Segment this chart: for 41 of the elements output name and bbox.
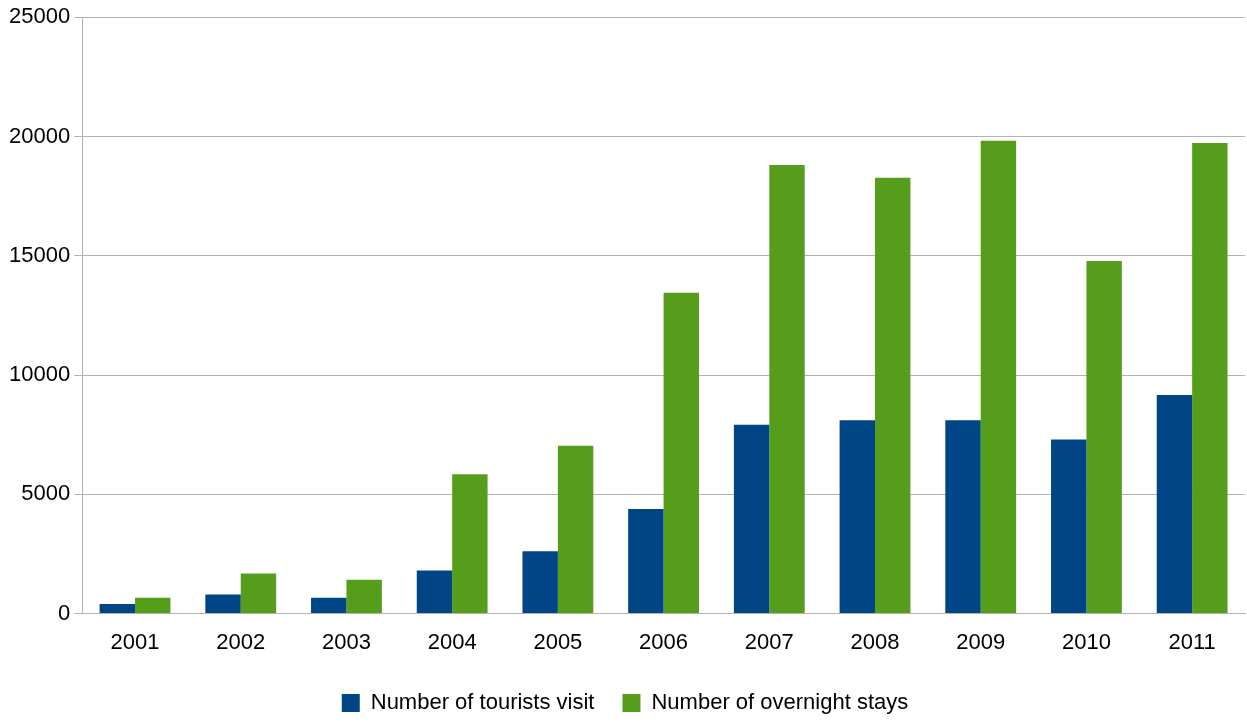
- bar: [1156, 395, 1193, 614]
- bar: [346, 579, 382, 614]
- bar: [452, 474, 488, 614]
- bar: [205, 594, 241, 614]
- x-tick-label: 2006: [639, 628, 689, 654]
- bar: [1051, 439, 1087, 614]
- bar: [733, 424, 770, 614]
- bar: [628, 509, 664, 614]
- bar: [945, 420, 981, 614]
- y-tick-label: 10000: [8, 361, 71, 387]
- x-tick-label: 2011: [1168, 628, 1216, 654]
- x-tick-label: 2007: [744, 628, 794, 654]
- x-tick-label: 2001: [110, 628, 160, 654]
- bar: [769, 165, 805, 614]
- x-tick-label: 2010: [1061, 628, 1111, 654]
- bar: [1086, 261, 1122, 614]
- bar: [663, 292, 699, 614]
- bar: [416, 570, 453, 614]
- legend-label: Number of overnight stays: [651, 689, 909, 715]
- x-tick-label: 2009: [956, 628, 1006, 654]
- y-tick-label: 25000: [8, 3, 71, 29]
- x-tick-label: 2004: [427, 628, 477, 654]
- x-tick-label: 2002: [216, 628, 266, 654]
- bar: [522, 551, 558, 614]
- bar: [557, 445, 594, 614]
- y-tick-label: 15000: [8, 241, 71, 267]
- bar: [99, 604, 136, 614]
- x-tick-label: 2008: [850, 628, 900, 654]
- y-tick-label: 0: [57, 599, 71, 625]
- y-tick-label: 20000: [8, 122, 71, 148]
- x-tick-label: 2003: [321, 628, 371, 654]
- legend-label: Number of tourists visit: [370, 689, 595, 715]
- bar: [135, 597, 171, 614]
- bar: [240, 573, 277, 614]
- bar: [839, 420, 876, 614]
- y-tick-label: 5000: [21, 480, 71, 506]
- x-tick-label: 2005: [533, 628, 583, 654]
- bar: [875, 177, 911, 614]
- bar: [980, 140, 1017, 614]
- bar: [311, 597, 347, 614]
- bar: [1192, 142, 1228, 614]
